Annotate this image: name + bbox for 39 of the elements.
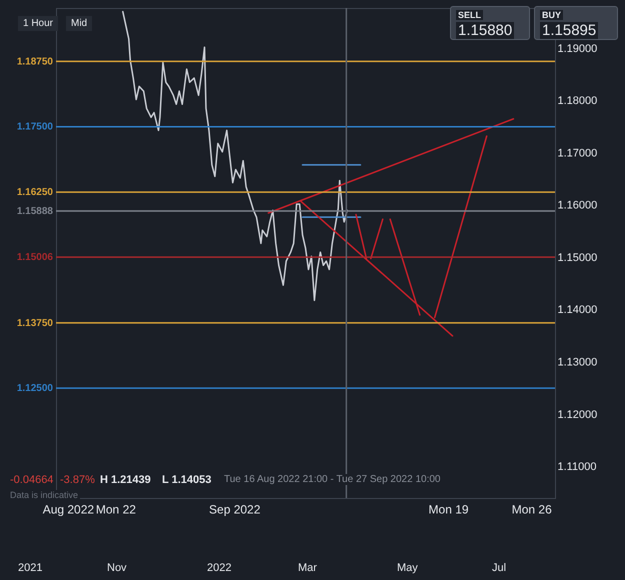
x-tick-label: Aug 2022 — [42, 502, 94, 516]
annotation: H 1.21439 — [98, 474, 153, 486]
y-tick-label: 1.14000 — [558, 304, 598, 316]
text: May — [395, 562, 420, 574]
annotation: 1.15880 — [456, 22, 514, 39]
text: Jul — [490, 562, 508, 574]
text: -0.04664 — [8, 474, 56, 486]
annotation: BUY — [540, 10, 564, 20]
text: Mar — [296, 562, 319, 574]
ref-line-label: 1.17500 — [16, 122, 54, 133]
annotation: Tue 16 Aug 2022 21:00 - Tue 27 Sep 2022 10:00 — [222, 474, 442, 485]
text: 2021 — [16, 562, 44, 574]
annotation: Mid — [66, 16, 92, 31]
ref-line-label: 1.16250 — [16, 187, 54, 198]
text: Nov — [105, 562, 129, 574]
ref-line-label: 1.18750 — [16, 56, 54, 68]
ref-line-label: 1.13750 — [16, 318, 54, 329]
annotation: Data is indicative — [8, 490, 80, 500]
annotation: L 1.14053 — [160, 474, 214, 486]
x-tick-label: Mon 22 — [96, 502, 136, 516]
annotation: SELL — [456, 10, 484, 20]
x-tick-label: Sep 2022 — [209, 502, 261, 516]
y-tick-label: 1.16000 — [558, 200, 598, 212]
y-tick-label: 1.17000 — [558, 147, 598, 160]
ref-line-label: 1.15006 — [16, 252, 54, 264]
x-tick-label: Mon 26 — [512, 502, 552, 516]
y-tick-label: 1.11000 — [558, 461, 596, 474]
y-tick-label: 1.19000 — [558, 42, 598, 55]
text: 2022 — [205, 562, 234, 574]
x-tick-label: Mon 19 — [428, 502, 469, 516]
y-tick-label: 1.12000 — [558, 408, 598, 421]
y-tick-label: 1.18000 — [558, 95, 598, 108]
annotation: -3.87% — [58, 474, 97, 486]
ref-line-label: 1.15888 — [16, 206, 54, 218]
annotation: 1.15895 — [540, 22, 598, 39]
y-tick-label: 1.15000 — [558, 252, 598, 264]
text: 1 Hour — [18, 16, 58, 31]
ref-line-label: 1.12500 — [16, 383, 54, 394]
y-tick-label: 1.13000 — [558, 356, 598, 369]
